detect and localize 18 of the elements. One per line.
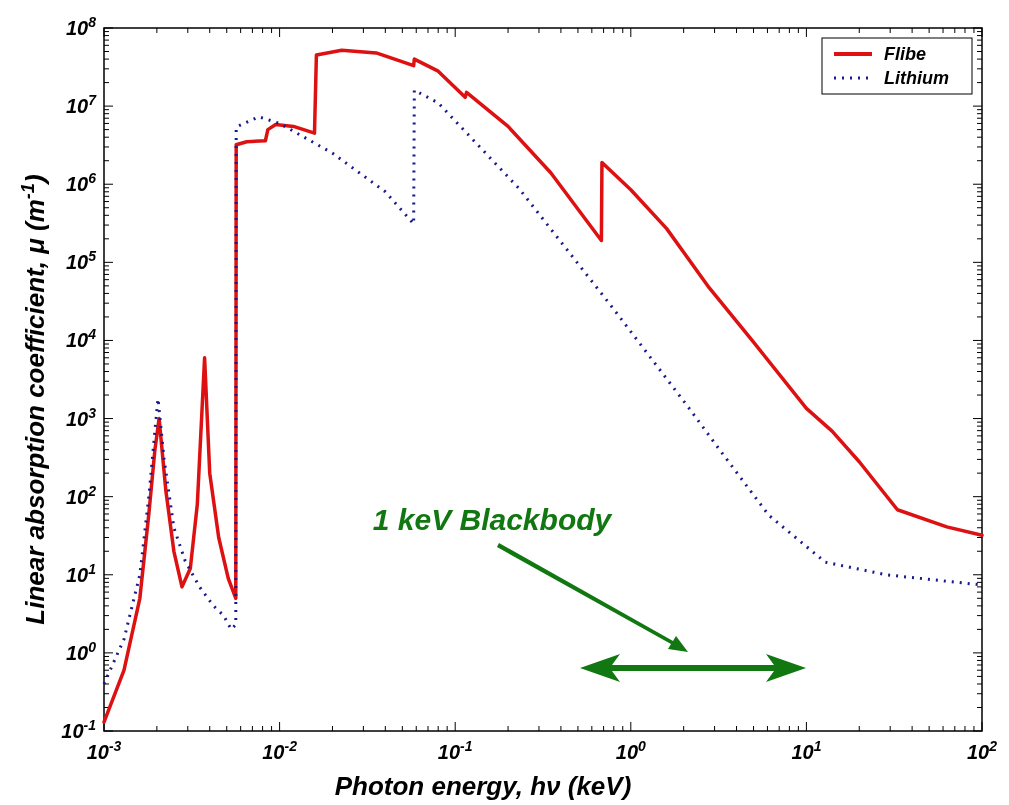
y-tick-label: 10$^{2}$ (65, 482, 97, 508)
x-tick-label: 10$^{2}$ (966, 738, 998, 763)
y-tick-label: 10$^{6}$ (65, 170, 97, 196)
x-axis-title: Photon energy, hν (keV) (334, 771, 632, 801)
y-tick-label: 10$^{4}$ (65, 326, 97, 352)
x-tick-label: 10$^{-2}$ (262, 738, 298, 763)
y-tick-label: 10$^{1}$ (65, 560, 97, 586)
x-tick-label: 10$^{0}$ (615, 738, 647, 763)
y-tick-label: 10$^{0}$ (65, 638, 97, 664)
y-tick-label: 10$^{3}$ (65, 404, 97, 430)
x-tick-label: 10$^{-1}$ (437, 738, 473, 763)
y-tick-label: 10$^{5}$ (65, 248, 97, 274)
x-tick-label: 10$^{1}$ (791, 738, 822, 763)
legend-label: Lithium (884, 68, 949, 88)
y-tick-label: 10$^{8}$ (65, 14, 97, 39)
y-tick-label: 10$^{7}$ (65, 92, 98, 118)
annotation: 1 keV Blackbody (372, 503, 613, 536)
legend-label: Flibe (884, 44, 927, 64)
